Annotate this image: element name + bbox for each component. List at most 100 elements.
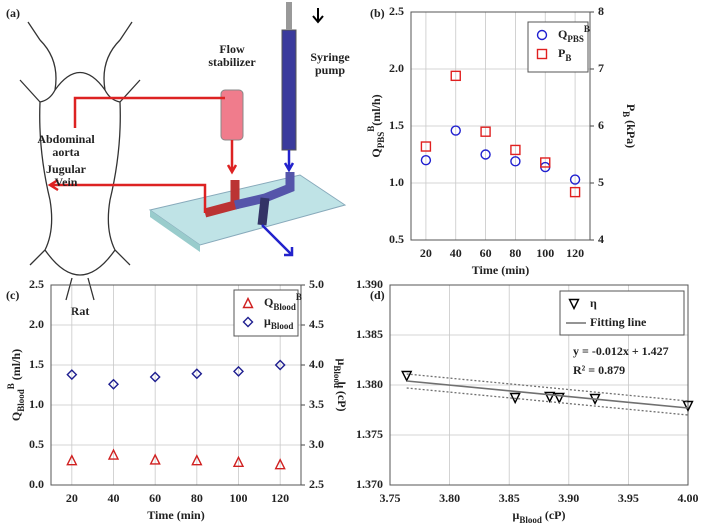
legend-label: PB [558,46,571,63]
y-tick-label: 0.0 [29,477,44,491]
plot-frame [410,11,591,241]
point [569,174,581,185]
rat-tail [54,72,106,91]
point [191,454,203,466]
x-tick-label: 80 [191,491,203,505]
point [108,378,119,390]
annotation: y = -0.012x + 1.427 [573,344,669,358]
point [274,458,286,470]
point [553,392,565,405]
label-part: Time (min) [472,263,529,277]
y-tick-label: 2.5 [29,277,44,291]
x-tick-label: 40 [450,246,462,260]
arrow-blue [283,150,295,173]
panel-label: (c) [6,288,19,302]
y-tick-label: 1.5 [389,118,404,132]
legend-label: η [590,296,597,310]
y2-axis-label: μBlood (cP) [332,359,349,412]
point [401,370,413,383]
y2-tick-label: 2.5 [309,477,324,491]
label-part: Time (min) [147,508,204,522]
x-tick-label: 40 [108,491,120,505]
label-part: μ [264,314,271,328]
label-part: B [621,111,631,117]
label-part: Q [264,295,273,309]
label-part: B [366,126,376,132]
label-part: (cP) [335,388,349,412]
x-tick-label: 100 [230,491,248,505]
label-part: B [565,53,571,63]
chip-edge [150,210,200,252]
legend-swatch [568,298,580,311]
y-tick-label: 0.5 [29,437,44,451]
label-part: η [590,296,597,310]
label-part: B [6,383,16,389]
point [232,455,245,467]
x-tick-label: 4.00 [678,491,699,505]
illustration: (a) Flow stabilizer Syringe pump Abdomin… [6,2,350,318]
point [149,453,161,465]
x-tick-label: 3.90 [558,491,579,505]
arrow-push [312,8,324,24]
label-part: η [332,381,346,388]
legend-label: QBloodB [264,292,302,312]
y-tick-label: 0.5 [389,232,404,246]
y-tick-label: 1.385 [356,327,383,341]
y-tick-label: 1.390 [356,277,383,291]
y2-tick-label: 7 [598,61,604,75]
point [569,186,581,198]
legend-swatch [242,316,254,328]
label: Syringe [310,50,350,64]
arrow-waste [261,224,294,257]
y-axis-label: QPBSB(ml/h) [366,94,386,157]
y-tick-label: 1.0 [389,175,404,189]
y2-tick-label: 6 [598,118,604,132]
plot-frame [50,284,302,486]
point [544,391,556,404]
y2-tick-label: 4 [598,232,604,246]
point [450,125,461,136]
y-tick-label: 2.0 [389,61,404,75]
label: Vein [55,175,78,189]
point [510,156,521,167]
legend-label: μBlood [264,314,293,331]
label-part: (ml/h) [9,349,23,383]
legend-box [233,289,299,337]
annotation: R² = 0.879 [573,363,625,377]
rat-outline [19,21,141,301]
y2-tick-label: 3.5 [309,397,324,411]
panel-label: (a) [6,6,20,20]
y-tick-label: 1.5 [29,357,44,371]
fit-line [406,380,689,409]
x-tick-label: 80 [509,246,521,260]
x-tick-label: 60 [149,491,161,505]
confidence-band [406,373,689,402]
label-part: Blood [271,321,294,331]
y2-tick-label: 3.0 [309,437,324,451]
y-tick-label: 2.0 [29,317,44,331]
label: pump [315,63,345,77]
label-part: B [584,24,590,34]
point [191,368,203,380]
point [540,157,551,168]
label-part: PBS [567,34,584,44]
label: Abdominal [37,132,95,146]
point [66,369,78,381]
y2-tick-label: 5 [598,175,604,189]
label-part: P [624,104,638,111]
point [682,400,694,413]
y-tick-label: 1.0 [29,397,44,411]
point [107,448,120,460]
y2-tick-label: 4.0 [309,357,324,371]
chip [148,174,347,246]
y2-tick-label: 5.0 [309,277,324,291]
y-tick-label: 1.370 [356,477,383,491]
label-part: (ml/h) [369,94,383,125]
arrow-outlet [47,178,207,213]
x-tick-label: 100 [536,246,554,260]
point [480,149,491,160]
channel-outlet [257,197,270,226]
x-tick-label: 120 [271,491,289,505]
point [274,359,286,371]
